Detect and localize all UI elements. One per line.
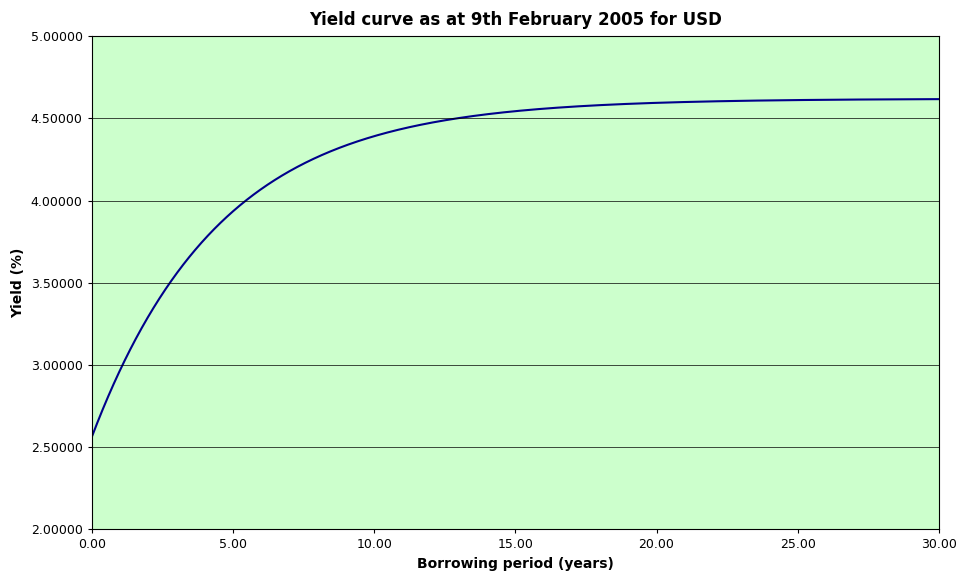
Title: Yield curve as at 9th February 2005 for USD: Yield curve as at 9th February 2005 for … [309, 11, 722, 29]
X-axis label: Borrowing period (years): Borrowing period (years) [417, 557, 614, 571]
Y-axis label: Yield (%): Yield (%) [11, 247, 25, 318]
